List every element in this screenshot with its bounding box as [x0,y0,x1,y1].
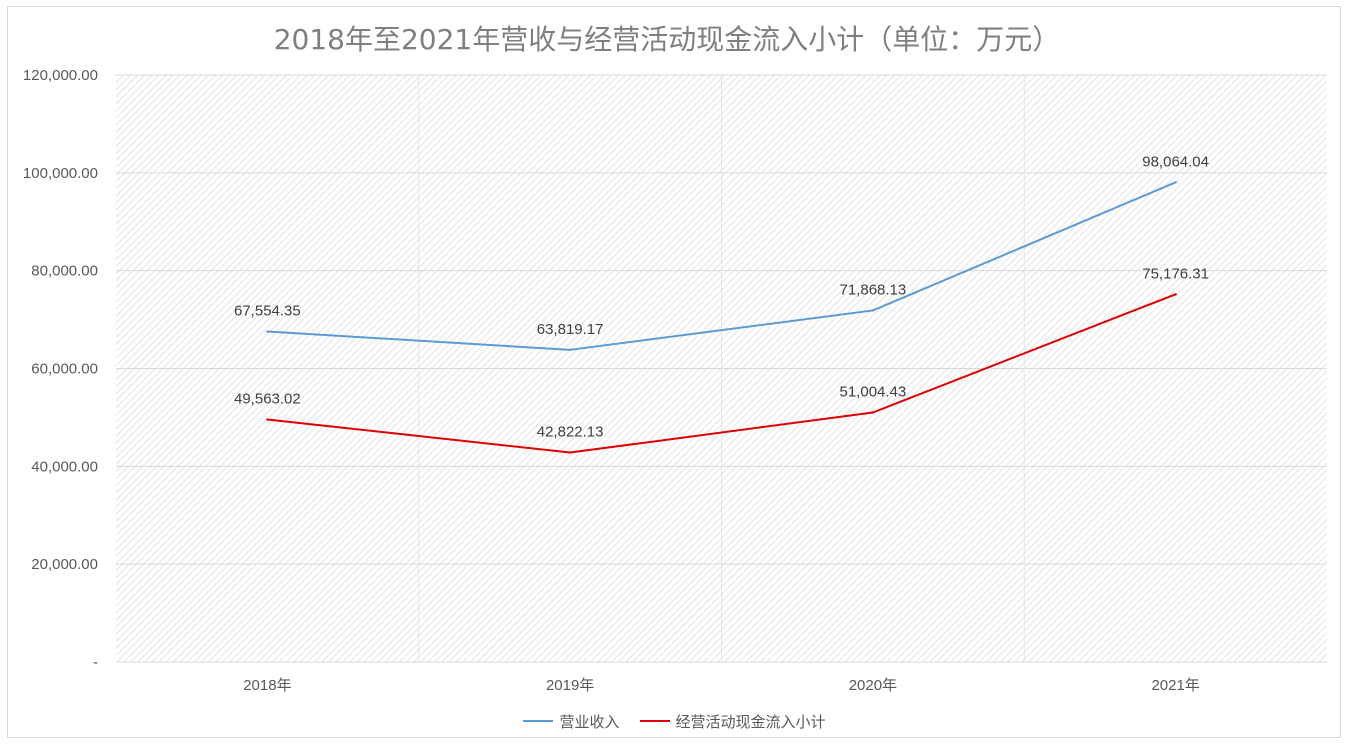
legend-label: 营业收入 [559,712,620,731]
legend-item: 营业收入 [523,711,620,732]
data-label: 51,004.43 [840,384,907,401]
y-tick-label: 100,000.00 [23,165,98,182]
legend: 营业收入 经营活动现金流入小计 [0,708,1349,732]
data-label: 75,176.31 [1142,265,1209,282]
x-tick-label: 2021年 [1151,677,1199,694]
y-tick-label: - [93,654,98,671]
legend-item: 经营活动现金流入小计 [639,711,826,732]
data-label: 42,822.13 [537,424,604,441]
data-point [1174,293,1177,296]
x-tick-label: 2018年 [243,677,291,694]
series-line-2 [267,293,1176,454]
legend-label: 经营活动现金流入小计 [675,712,826,731]
x-tick-label: 2020年 [849,677,897,694]
y-tick-label: 40,000.00 [31,458,98,475]
data-label: 63,819.17 [537,321,604,338]
data-label: 98,064.04 [1142,153,1209,170]
data-point [266,330,269,333]
data-point [266,418,269,421]
y-tick-label: 80,000.00 [31,263,98,280]
series-line-1 [267,181,1177,351]
data-point [568,451,572,454]
chart-title: 2018年至2021年营收与经营活动现金流入小计（单位：万元） [273,23,1061,56]
data-point [1174,181,1177,184]
data-point [871,411,875,414]
data-label: 49,563.02 [234,391,301,408]
data-point [871,309,875,312]
legend-swatch [523,720,554,722]
x-tick-label: 2019年 [546,677,594,694]
data-point [568,348,572,352]
y-tick-label: 120,000.00 [23,67,98,84]
y-tick-label: 60,000.00 [31,361,98,378]
data-label: 67,554.35 [234,303,301,320]
data-label: 71,868.13 [840,281,907,298]
legend-swatch [639,720,670,722]
y-tick-label: 20,000.00 [31,556,98,573]
